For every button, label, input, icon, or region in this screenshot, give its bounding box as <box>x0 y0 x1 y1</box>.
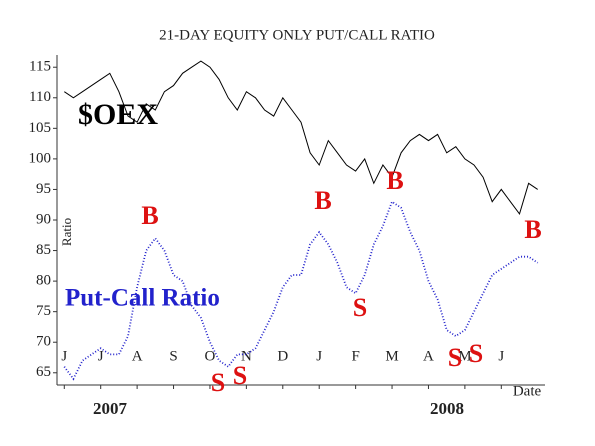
y-tick-label: 110 <box>29 89 51 105</box>
legend-label: Put-Call Ratio <box>65 285 220 312</box>
x-tick-label: S <box>169 348 177 364</box>
y-tick-label: 90 <box>36 211 51 227</box>
annotation: S <box>469 339 483 368</box>
series-line <box>64 60 538 215</box>
annotation: S <box>448 343 462 372</box>
annotation: B <box>386 166 403 195</box>
y-tick-label: 100 <box>29 150 52 166</box>
chart-title: 21-DAY EQUITY ONLY PUT/CALL RATIO <box>159 27 435 43</box>
x-tick-label: J <box>498 348 504 364</box>
y-tick-label: 85 <box>36 242 51 258</box>
annotation: B <box>314 186 331 215</box>
y-tick-label: 70 <box>36 334 51 350</box>
y-tick-label: 105 <box>29 120 52 136</box>
annotation: B <box>141 201 158 230</box>
x-tick-label: A <box>132 348 143 364</box>
y-tick-label: 65 <box>36 364 51 380</box>
y-tick-label: 115 <box>29 59 51 75</box>
annotation: S <box>353 293 367 322</box>
x-tick-label: J <box>61 348 67 364</box>
y-axis-label: Ratio <box>59 218 74 246</box>
annotation: S <box>233 361 247 390</box>
x-tick-label: F <box>351 348 359 364</box>
x-tick-label: M <box>385 348 398 364</box>
x-tick-label: O <box>205 348 216 364</box>
x-tick-label: J <box>98 348 104 364</box>
x-tick-label: M <box>458 348 471 364</box>
annotation: B <box>524 215 541 244</box>
y-tick-label: 95 <box>36 181 51 197</box>
year-label: 2008 <box>430 399 464 418</box>
annotation: S <box>211 368 225 397</box>
year-label: 2007 <box>93 399 128 418</box>
y-tick-label: 75 <box>36 303 51 319</box>
y-tick-label: 80 <box>36 273 51 289</box>
x-tick-label: N <box>241 348 252 364</box>
x-axis-label: Date <box>513 383 542 399</box>
legend-label: $OEX <box>78 98 158 131</box>
x-tick-label: D <box>277 348 288 364</box>
x-tick-label: J <box>316 348 322 364</box>
x-tick-label: A <box>423 348 434 364</box>
